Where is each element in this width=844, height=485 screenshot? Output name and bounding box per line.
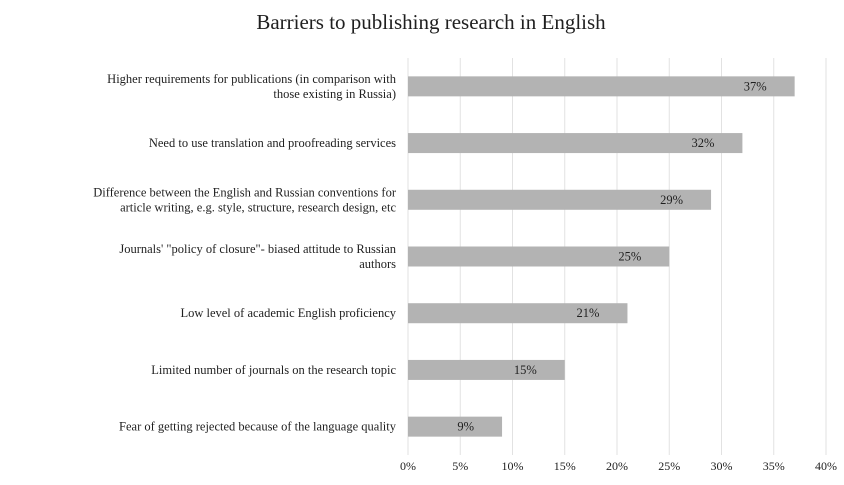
data-label: 9% [457,420,474,434]
x-axis-ticks: 0% 5% 10% 15% 20% 25% 30% 35% 40% [400,459,837,473]
x-tick-label: 5% [452,459,468,473]
bar [408,246,670,267]
category-label: Journals' "policy of closure"- biased at… [119,242,396,271]
bars: 37% 32% 29% 25% 21% 15% 9% [408,76,795,437]
category-label: Need to use translation and proofreading… [149,136,396,150]
category-label-line: Limited number of journals on the resear… [151,363,396,377]
data-label: 21% [577,306,600,320]
category-label-line: Low level of academic English proficienc… [180,306,396,320]
category-label: Low level of academic English proficienc… [180,306,396,320]
category-label-line: Difference between the English and Russi… [93,185,397,199]
category-label-line: those existing in Russia) [273,87,396,101]
x-tick-label: 40% [815,459,837,473]
x-tick-label: 35% [763,459,785,473]
category-label: Fear of getting rejected because of the … [119,420,397,434]
x-tick-label: 10% [502,459,524,473]
category-label-line: article writing, e.g. style, structure, … [120,200,396,214]
category-label-line: authors [359,257,396,271]
x-tick-label: 15% [554,459,576,473]
chart-title: Barriers to publishing research in Engli… [256,10,606,34]
category-label: Difference between the English and Russi… [93,185,397,214]
x-tick-label: 30% [711,459,733,473]
category-label-line: Higher requirements for publications (in… [107,72,397,86]
bar [408,359,565,380]
bar [408,303,628,324]
bar [408,133,743,154]
bar [408,416,503,437]
category-label-line: Need to use translation and proofreading… [149,136,396,150]
x-tick-label: 25% [658,459,680,473]
category-label-line: Journals' "policy of closure"- biased at… [119,242,396,256]
data-label: 15% [514,363,537,377]
category-label: Limited number of journals on the resear… [151,363,396,377]
data-label: 25% [618,250,641,264]
x-tick-label: 20% [606,459,628,473]
category-label-line: Fear of getting rejected because of the … [119,420,397,434]
data-label: 37% [744,79,767,93]
x-tick-label: 0% [400,459,416,473]
bar [408,189,712,210]
data-label: 32% [691,136,714,150]
category-label: Higher requirements for publications (in… [107,72,397,101]
data-label: 29% [660,193,683,207]
category-labels: Higher requirements for publications (in… [93,72,397,434]
bar [408,76,795,97]
